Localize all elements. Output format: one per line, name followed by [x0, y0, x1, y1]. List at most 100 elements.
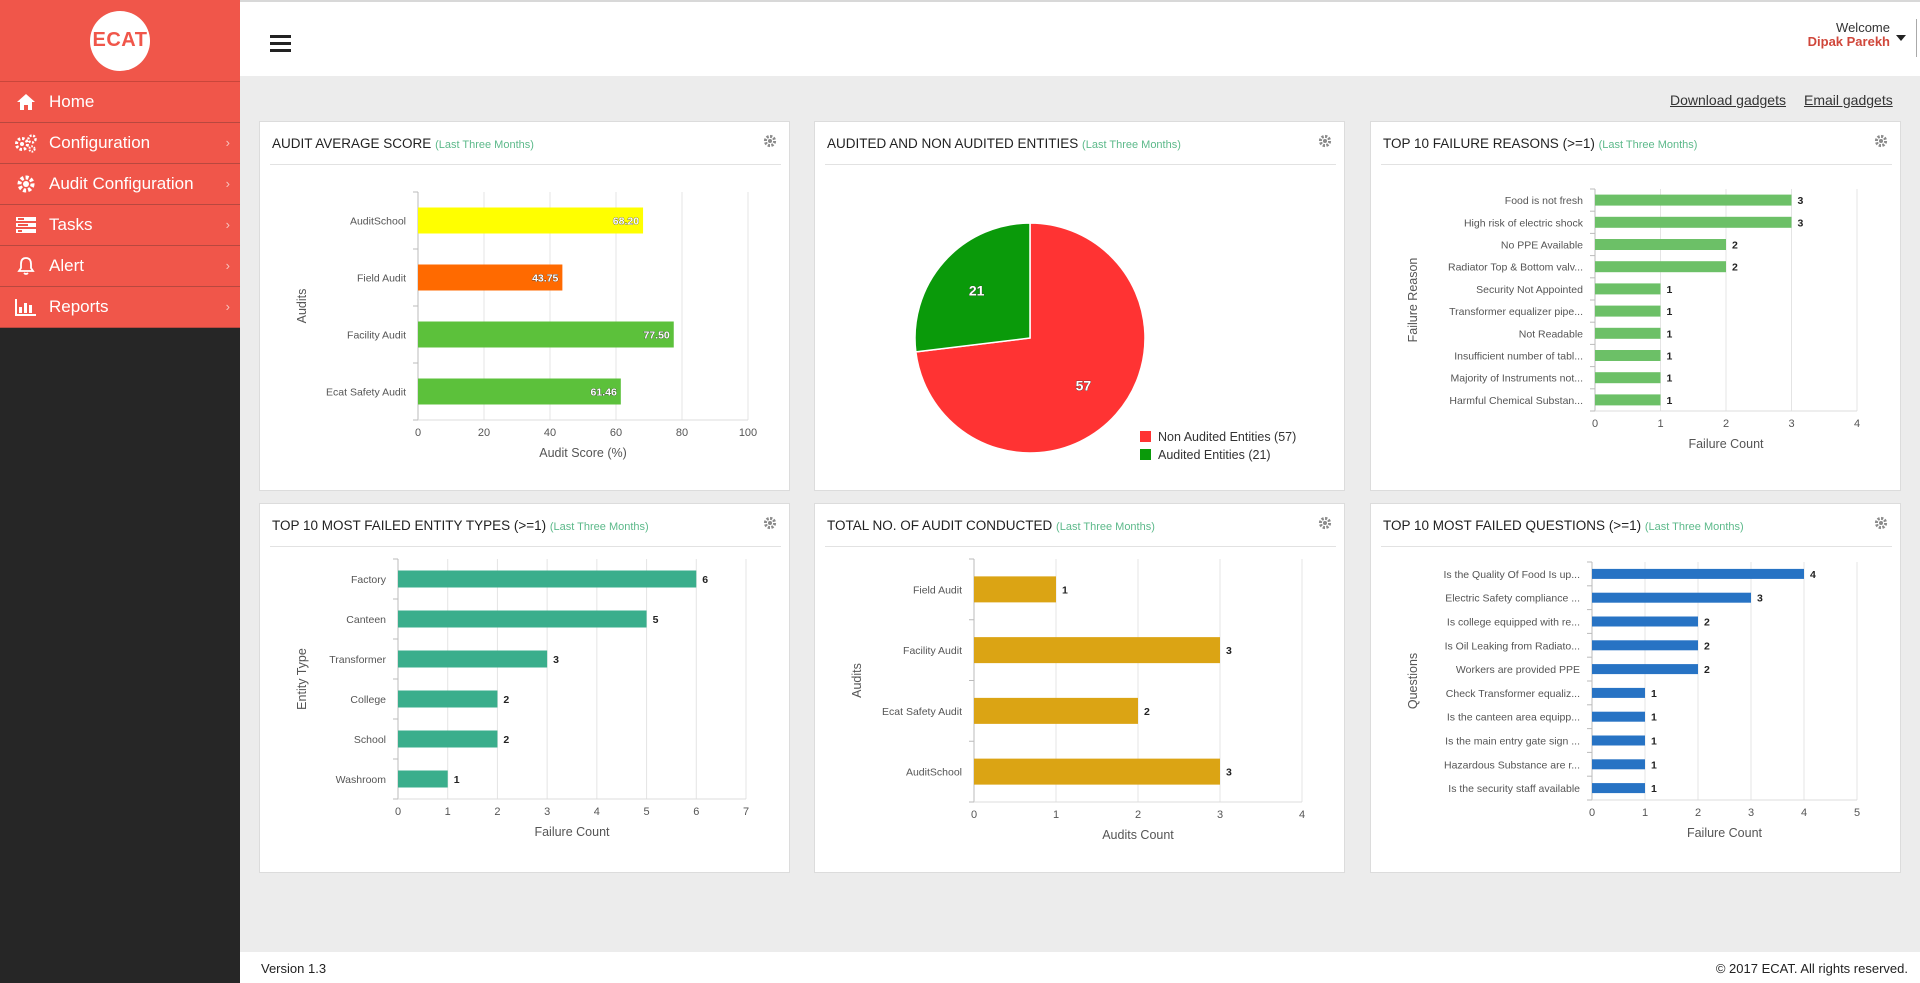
legend-entry: Non Audited Entities (57) — [1158, 430, 1296, 444]
data-label: 43.75 — [532, 273, 558, 285]
nav-item-audit-configuration[interactable]: Audit Configuration › — [0, 164, 240, 205]
bar — [1595, 239, 1726, 250]
category-label: Insufficient number of tabl... — [1454, 351, 1583, 363]
x-tick-label: 3 — [1748, 807, 1754, 819]
menu-toggle-icon[interactable] — [270, 35, 291, 53]
bar — [974, 697, 1138, 724]
category-label: Food is not fresh — [1505, 195, 1583, 207]
copyright-text: © 2017 ECAT. All rights reserved. — [1715, 961, 1908, 976]
data-label: 1 — [1667, 373, 1673, 385]
data-label: 3 — [1757, 593, 1763, 605]
x-tick-label: 0 — [415, 427, 421, 439]
x-tick-label: 7 — [743, 806, 749, 818]
chevron-right-icon: › — [225, 176, 230, 191]
tasks-icon — [13, 215, 39, 235]
data-label: 1 — [1651, 759, 1657, 771]
bar — [1595, 283, 1661, 295]
x-tick-label: 4 — [1801, 807, 1807, 819]
bar — [1592, 711, 1645, 722]
panel-settings-gear-icon[interactable] — [1318, 516, 1332, 530]
x-tick-label: 100 — [739, 427, 757, 439]
nav-item-configuration[interactable]: Configuration › — [0, 123, 240, 164]
panel-settings-gear-icon[interactable] — [763, 516, 777, 530]
download-gadgets-link[interactable]: Download gadgets — [1670, 92, 1786, 108]
chevron-right-icon: › — [225, 299, 230, 314]
nav-item-reports[interactable]: Reports › — [0, 287, 240, 328]
x-tick-label: 0 — [1589, 807, 1595, 819]
x-tick-label: 4 — [594, 806, 600, 818]
category-label: Field Audit — [357, 273, 406, 285]
category-label: AuditSchool — [350, 216, 406, 228]
failed-questions-panel: TOP 10 MOST FAILED QUESTIONS (>=1) (Last… — [1370, 503, 1901, 873]
panel-settings-gear-icon[interactable] — [1318, 134, 1332, 148]
panel-title-text: AUDIT AVERAGE SCORE — [272, 136, 432, 151]
data-label: 3 — [553, 654, 559, 666]
data-label: 2 — [1144, 706, 1150, 718]
panel-title: TOTAL NO. OF AUDIT CONDUCTED (Last Three… — [827, 518, 1155, 533]
category-label: Is the main entry gate sign ... — [1445, 736, 1580, 748]
x-tick-label: 5 — [1854, 807, 1860, 819]
category-label: Majority of Instruments not... — [1451, 373, 1583, 385]
bar — [1592, 759, 1645, 770]
chart-5: 0 1 2 3 4 5 Is the Quality Of Food Is up... 4 El… — [1406, 561, 1860, 840]
category-label: Is college equipped with re... — [1447, 617, 1580, 629]
data-label: 2 — [503, 694, 509, 706]
chart-4: 0 1 2 3 4 Field Audit 1 Facility Audit 3 Ecat Saf… — [850, 558, 1305, 842]
bar — [1592, 616, 1698, 627]
audit-average-score-panel: AUDIT AVERAGE SCORE (Last Three Months) 0… — [259, 121, 790, 491]
category-label: College — [350, 694, 386, 706]
bar — [1595, 305, 1661, 317]
category-label: Field Audit — [913, 584, 962, 596]
bar — [1592, 687, 1645, 698]
legend-swatch — [1140, 431, 1151, 442]
bar — [418, 264, 563, 291]
category-label: Is the canteen area equipp... — [1447, 712, 1580, 724]
bar — [1595, 216, 1792, 228]
nav-item-label: Home — [49, 92, 95, 111]
panel-subtitle: (Last Three Months) — [1082, 139, 1181, 151]
logo[interactable]: ECAT — [90, 10, 150, 71]
nav-item-alert[interactable]: Alert › — [0, 246, 240, 287]
x-tick-label: 1 — [445, 806, 451, 818]
category-label: Not Readable — [1519, 328, 1583, 340]
bar — [398, 770, 448, 788]
chevron-right-icon: › — [225, 258, 230, 273]
x-tick-label: 4 — [1299, 809, 1305, 821]
nav-item-tasks[interactable]: Tasks › — [0, 205, 240, 246]
slice-label: 21 — [969, 283, 985, 299]
nav-item-home[interactable]: Home — [0, 82, 240, 123]
nav-list: Home Configuration › Audit Configuration › Ta… — [0, 82, 240, 328]
pie-slice — [914, 222, 1031, 353]
data-label: 2 — [1732, 240, 1738, 252]
data-label: 1 — [1651, 783, 1657, 795]
data-label: 2 — [1732, 262, 1738, 274]
x-tick-label: 3 — [1217, 809, 1223, 821]
category-label: Electric Safety compliance ... — [1445, 593, 1580, 605]
bar — [398, 650, 548, 668]
data-label: 2 — [503, 734, 509, 746]
data-label: 1 — [1667, 306, 1673, 318]
bar — [974, 758, 1220, 785]
panel-subtitle: (Last Three Months) — [1598, 139, 1698, 151]
category-label: Transformer — [329, 654, 386, 666]
x-tick-label: 1 — [1053, 809, 1059, 821]
bar — [1595, 394, 1661, 406]
user-dropdown-caret-icon[interactable] — [1896, 35, 1906, 41]
bar — [1592, 592, 1751, 603]
category-label: High risk of electric shock — [1464, 217, 1584, 229]
x-tick-label: 5 — [644, 806, 650, 818]
panel-settings-gear-icon[interactable] — [763, 134, 777, 148]
category-label: School — [354, 734, 386, 746]
nav-item-label: Configuration — [49, 133, 151, 152]
x-tick-label: 2 — [1695, 807, 1701, 819]
user-name[interactable]: Dipak Parekh — [1807, 34, 1890, 49]
chart-1: 57 21 Non Audited Entities (57) Audited Ent… — [914, 222, 1296, 462]
email-gadgets-link[interactable]: Email gadgets — [1804, 92, 1893, 108]
panel-settings-gear-icon[interactable] — [1874, 134, 1888, 148]
user-info[interactable]: Welcome Dipak Parekh — [1808, 21, 1890, 49]
panel-settings-gear-icon[interactable] — [1874, 516, 1888, 530]
x-axis-title: Failure Count — [1687, 826, 1763, 840]
data-label: 5 — [653, 614, 659, 626]
footer: Version 1.3 © 2017 ECAT. All rights rese… — [240, 952, 1920, 983]
nav-item-label: Alert — [49, 256, 84, 275]
